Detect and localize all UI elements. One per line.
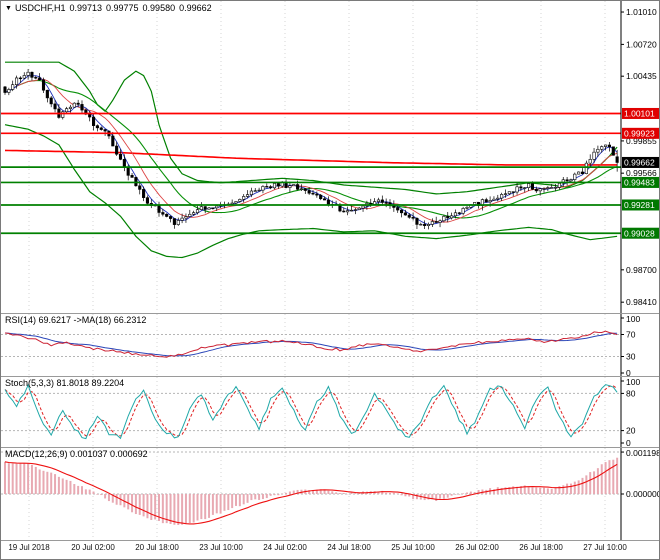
- macd-panel: 0.00119850.0000000 MACD(12,26,9) 0.00103…: [1, 448, 659, 541]
- x-axis-label: 26 Jul 18:00: [519, 543, 563, 552]
- x-axis-label: 27 Jul 10:00: [583, 543, 627, 552]
- price-badge-label: 0.99281: [624, 200, 655, 210]
- ohlc-low: 0.99580: [142, 3, 176, 13]
- ma-green: [4, 79, 618, 219]
- rsi-ma-line: [4, 332, 618, 357]
- ma-long-red: [4, 149, 618, 166]
- price-badge: [622, 156, 659, 168]
- rsi-svg[interactable]: 100 70 30 0: [1, 314, 660, 376]
- price-badge-label: 1.00101: [624, 109, 655, 119]
- value-tick-label: 0: [626, 368, 631, 376]
- value-tick-label: 0: [626, 438, 631, 447]
- candles: [3, 69, 619, 230]
- symbol-timeframe-label: USDCHF,H1: [14, 3, 66, 13]
- stoch-d-line: [4, 385, 618, 437]
- x-axis-label: 20 Jul 02:00: [71, 543, 115, 552]
- price-badge: [622, 199, 659, 211]
- stoch-k-line: [4, 383, 618, 440]
- ohlc-open: 0.99713: [69, 3, 102, 13]
- value-tick-label: 30: [626, 352, 636, 362]
- price-badge: [622, 176, 659, 188]
- x-axis-label: 23 Jul 10:00: [199, 543, 243, 552]
- value-tick-label: 100: [626, 377, 640, 387]
- x-axis-label: 24 Jul 18:00: [327, 543, 371, 552]
- rsi-panel: 100 70 30 0 RSI(14) 69.6217 ->MA(18) 66.231…: [1, 314, 659, 377]
- collapse-triangle-icon[interactable]: ▼: [5, 5, 12, 12]
- ma-blue: [4, 75, 618, 226]
- price-badge: [622, 127, 659, 139]
- price-badge-label: 0.99923: [624, 129, 655, 139]
- ohlc-high: 0.99775: [106, 3, 139, 13]
- price-tick-label: 1.00720: [626, 39, 657, 49]
- price-tick-label: 0.98700: [626, 265, 657, 275]
- macd-svg[interactable]: 0.0011985 0.0000000: [1, 448, 660, 540]
- x-axis-label: 20 Jul 18:00: [135, 543, 179, 552]
- price-tick-label: 0.99566: [626, 168, 657, 178]
- price-panel: 1.01010 1.00720 1.00435 0.99855 0.99566 0.987…: [1, 1, 659, 314]
- time-axis[interactable]: 19 Jul 2018 20 Jul 02:00 20 Jul 18:00 23 Ju…: [1, 541, 659, 558]
- macd-histogram: [4, 457, 619, 526]
- price-badge-label: 0.99662: [624, 158, 655, 168]
- macd-signal-line: [4, 461, 618, 525]
- value-tick-label: 70: [626, 330, 636, 340]
- chart-title: ▼ USDCHF,H1 0.99713 0.99775 0.99580 0.99662: [5, 3, 216, 14]
- price-chart-svg[interactable]: 1.01010 1.00720 1.00435 0.99855 0.99566 0.987…: [1, 1, 660, 313]
- value-tick-label: 100: [626, 314, 640, 324]
- price-badge: [622, 107, 659, 119]
- value-tick-label: 80: [626, 388, 636, 398]
- price-badge: [622, 227, 659, 239]
- x-axis-label: 25 Jul 10:00: [391, 543, 435, 552]
- value-tick-label: 20: [626, 426, 636, 436]
- x-axis-label: 19 Jul 2018: [8, 543, 50, 552]
- price-tick-label: 0.98410: [626, 297, 657, 307]
- ohlc-close: 0.99662: [179, 3, 212, 13]
- rsi-line: [4, 330, 618, 358]
- price-tick-label: 1.01010: [626, 7, 657, 17]
- ma-red-fast: [4, 78, 618, 223]
- value-tick-label: 0.0011985: [626, 448, 660, 458]
- price-badge-label: 0.99483: [624, 178, 655, 188]
- value-tick-label: 0.0000000: [626, 489, 660, 499]
- stoch-panel: 100 80 20 0 Stoch(5,3,3) 81.8018 89.2204: [1, 377, 659, 448]
- bollinger-upper: [5, 61, 618, 195]
- x-axis-label: 24 Jul 02:00: [263, 543, 307, 552]
- price-tick-label: 1.00435: [626, 71, 657, 81]
- price-badge-label: 0.99028: [624, 228, 655, 238]
- price-tick-label: 0.99855: [626, 136, 657, 146]
- x-axis-label: 26 Jul 02:00: [455, 543, 499, 552]
